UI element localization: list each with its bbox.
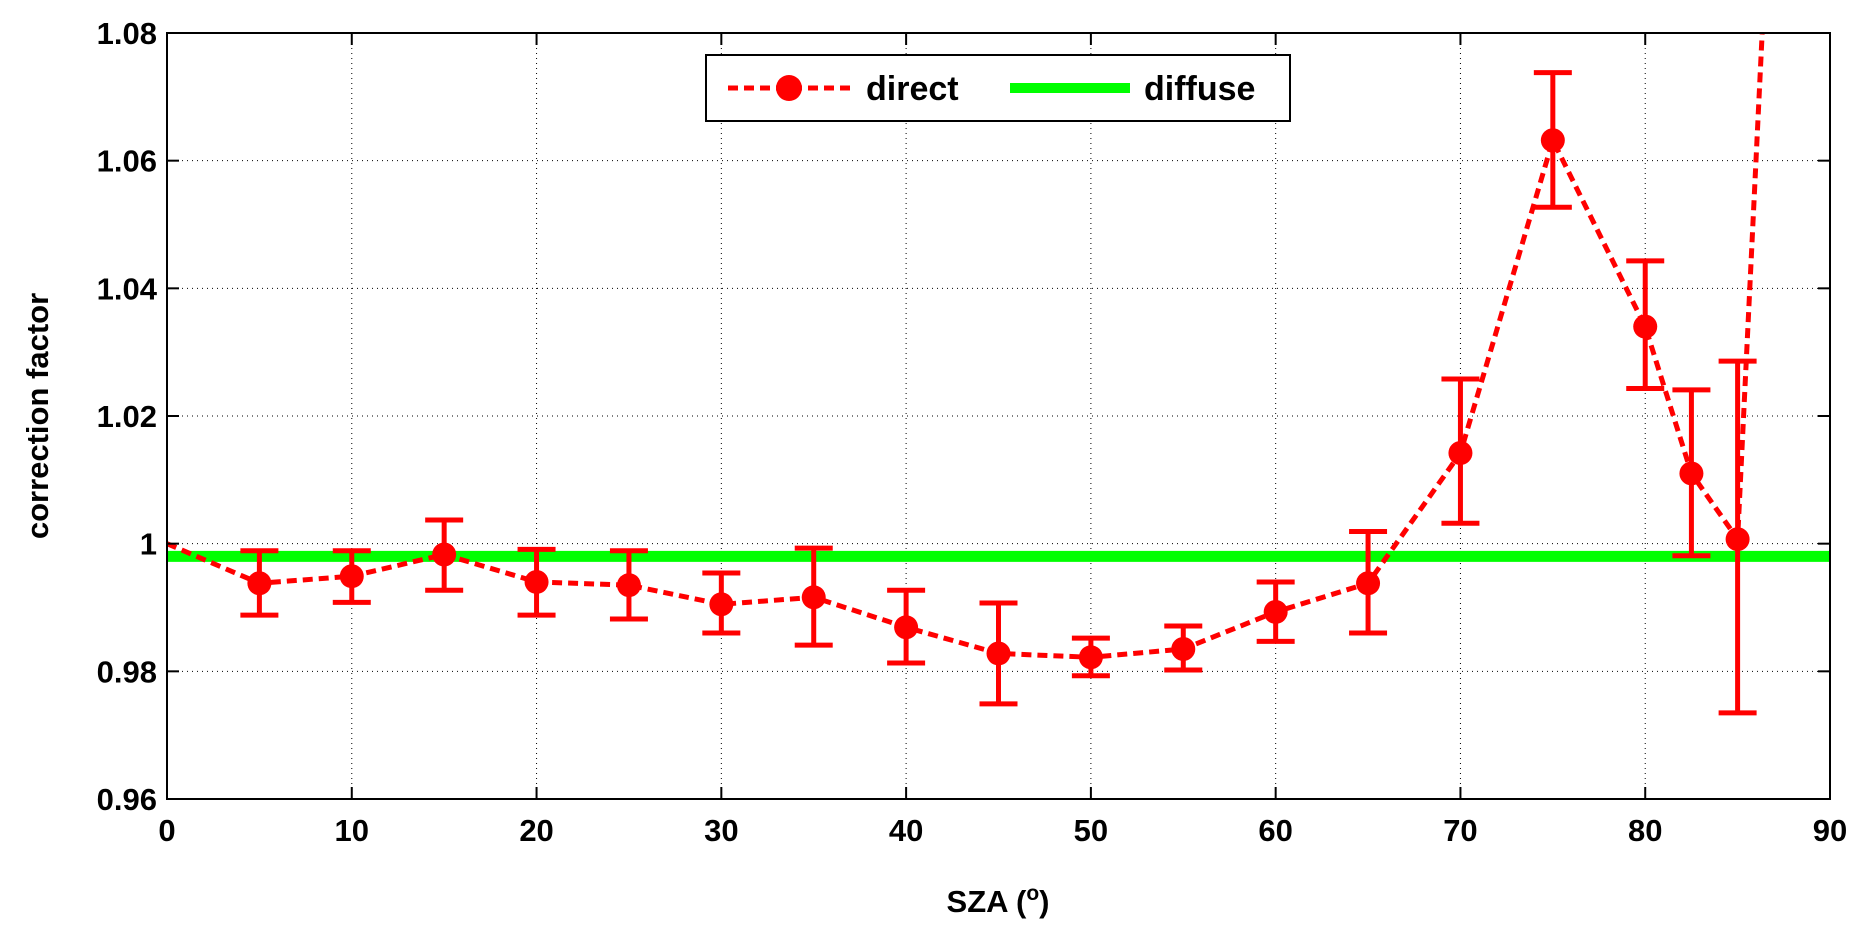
x-tick-label: 10 <box>335 813 369 848</box>
x-tick-label: 30 <box>704 813 738 848</box>
data-point-direct <box>1171 636 1196 661</box>
x-tick-label: 60 <box>1258 813 1292 848</box>
legend-marker-direct <box>776 75 802 101</box>
x-tick-label: 20 <box>519 813 553 848</box>
y-tick-label: 1.06 <box>97 144 157 179</box>
data-point-direct <box>894 615 919 640</box>
data-point-direct <box>432 542 457 567</box>
data-point-direct <box>709 592 734 617</box>
y-tick-label: 0.98 <box>97 654 157 689</box>
x-tick-label: 50 <box>1074 813 1108 848</box>
y-tick-label: 1 <box>140 527 157 562</box>
data-point-direct <box>1540 128 1565 153</box>
x-axis-label: SZA (o) <box>947 882 1050 919</box>
data-point-direct <box>1078 645 1103 670</box>
data-point-direct <box>1633 314 1658 339</box>
data-point-direct <box>616 573 641 598</box>
legend-label-direct: direct <box>866 70 959 108</box>
legend-label-diffuse: diffuse <box>1144 70 1255 108</box>
data-point-direct <box>1448 441 1473 466</box>
data-point-direct <box>1356 571 1381 596</box>
data-point-direct <box>1263 599 1288 624</box>
series-line-direct <box>167 33 1765 660</box>
y-tick-label: 1.02 <box>97 399 157 434</box>
x-tick-label: 70 <box>1443 813 1477 848</box>
data-point-direct <box>986 641 1011 666</box>
y-tick-label: 1.04 <box>97 271 158 306</box>
data-point-direct <box>801 585 826 610</box>
x-tick-label: 90 <box>1813 813 1847 848</box>
x-tick-label: 80 <box>1628 813 1662 848</box>
data-point-direct <box>1725 527 1750 552</box>
data-point-direct <box>1679 461 1704 486</box>
y-tick-label: 1.08 <box>97 16 157 51</box>
x-tick-label: 0 <box>158 813 175 848</box>
y-axis-label: correction factor <box>20 293 55 539</box>
legend: direct diffuse <box>705 54 1291 122</box>
y-tick-label: 0.96 <box>97 782 157 817</box>
x-tick-label: 40 <box>889 813 923 848</box>
data-point-direct <box>524 569 549 594</box>
data-point-direct <box>339 564 364 589</box>
data-point-direct <box>247 571 272 596</box>
